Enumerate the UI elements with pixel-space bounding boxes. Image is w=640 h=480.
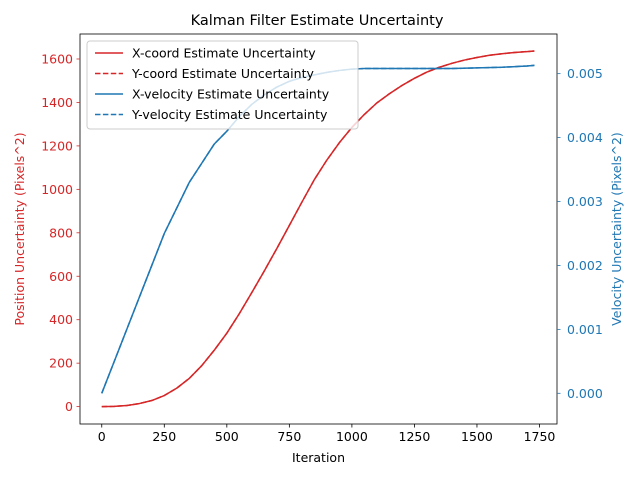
series-line-2: [101, 50, 535, 408]
y-left-axis-label: Position Uncertainty (Pixels^2): [12, 132, 27, 325]
axes: 0 250 500 750 1000 1250 1500 1750 0 200 400 600 800 1…: [12, 33, 624, 465]
y-left-tick-label: 200: [49, 356, 73, 371]
legend-box: [86, 40, 359, 130]
x-tick-label: 0: [98, 429, 106, 444]
y-left-tick-label: 800: [49, 225, 73, 240]
x-tick-label: 1250: [399, 429, 431, 444]
legend-label-2: Y-coord Estimate Uncertainty: [131, 66, 314, 81]
y-left-tick-label: 1200: [41, 138, 73, 153]
y-right-tick-label: 0.001: [567, 322, 603, 337]
y-left-tick-label: 600: [49, 269, 73, 284]
y-right-tick-label: 0.002: [567, 258, 603, 273]
x-tick-label: 750: [277, 429, 301, 444]
y-right-axis-label: Velocity Uncertainty (Pixels^2): [609, 132, 624, 326]
legend-label-4: Y-velocity Estimate Uncertainty: [131, 107, 328, 122]
axes-frame: [79, 33, 558, 425]
y-left-tick-label: 1400: [41, 95, 73, 110]
y-right-tick-label: 0.003: [567, 194, 603, 209]
y-left-tick-label: 400: [49, 312, 73, 327]
legend-label-3: X-velocity Estimate Uncertainty: [132, 87, 330, 102]
x-tick-label: 500: [215, 429, 239, 444]
x-tick-label: 1500: [461, 429, 493, 444]
y-left-tick-label: 1600: [41, 51, 73, 66]
y-left-tick-label: 0: [65, 399, 73, 414]
y-right-tick-label: 0.005: [567, 66, 603, 81]
x-tick-label: 1750: [524, 429, 556, 444]
legend: X-coord Estimate Uncertainty Y-coord Esti…: [86, 40, 359, 130]
x-axis-label: Iteration: [292, 450, 345, 465]
y-left-tick-label: 1000: [41, 182, 73, 197]
legend-label-1: X-coord Estimate Uncertainty: [132, 46, 316, 61]
x-tick-label: 250: [152, 429, 176, 444]
x-tick-label: 1000: [336, 429, 368, 444]
y-right-tick-label: 0.004: [567, 130, 603, 145]
y-right-tick-label: 0.000: [567, 386, 603, 401]
chart-title: Kalman Filter Estimate Uncertainty: [191, 13, 444, 29]
